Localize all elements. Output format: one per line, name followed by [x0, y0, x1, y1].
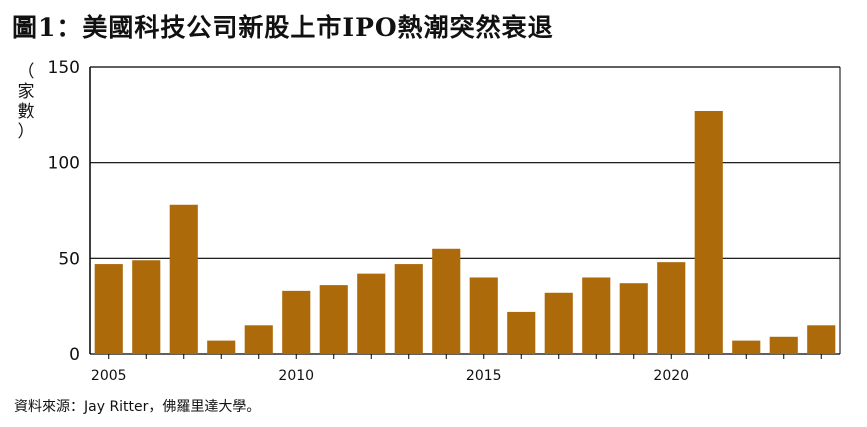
bar — [394, 264, 423, 354]
y-tick-label: 50 — [58, 249, 80, 269]
bar — [469, 277, 498, 354]
y-tick-label: 0 — [69, 345, 80, 365]
bar — [94, 264, 123, 354]
y-tick-label: 100 — [48, 154, 80, 174]
bar — [132, 260, 161, 354]
bar — [282, 290, 311, 354]
bar — [619, 283, 648, 354]
bar — [319, 285, 348, 354]
bar — [507, 311, 536, 354]
y-axis-label: （ 家 數 ） — [14, 62, 38, 142]
bar — [207, 340, 236, 354]
bar — [169, 204, 198, 354]
x-tick-label: 2015 — [466, 368, 502, 384]
source-note: 資料來源：Jay Ritter，佛羅里達大學。 — [14, 399, 261, 415]
bar — [582, 277, 611, 354]
bar — [357, 273, 386, 354]
y-axis-label-char: （ — [17, 62, 35, 82]
y-axis-label-char: 家 — [17, 82, 35, 102]
x-tick-label: 2005 — [91, 368, 127, 384]
chart-title: 圖1：美國科技公司新股上市IPO熱潮突然衰退 — [12, 13, 554, 42]
y-axis-label-char: 數 — [17, 102, 35, 122]
bar — [544, 292, 573, 354]
x-tick-label: 2010 — [278, 368, 314, 384]
bar — [694, 111, 723, 354]
bar — [657, 262, 686, 354]
bar — [432, 248, 461, 354]
y-tick-label: 150 — [48, 58, 80, 78]
y-axis-label-char: ） — [17, 122, 35, 142]
bar — [732, 340, 761, 354]
bar — [769, 336, 798, 354]
bar — [244, 325, 273, 354]
x-tick-label: 2020 — [653, 368, 689, 384]
bar — [807, 325, 836, 354]
